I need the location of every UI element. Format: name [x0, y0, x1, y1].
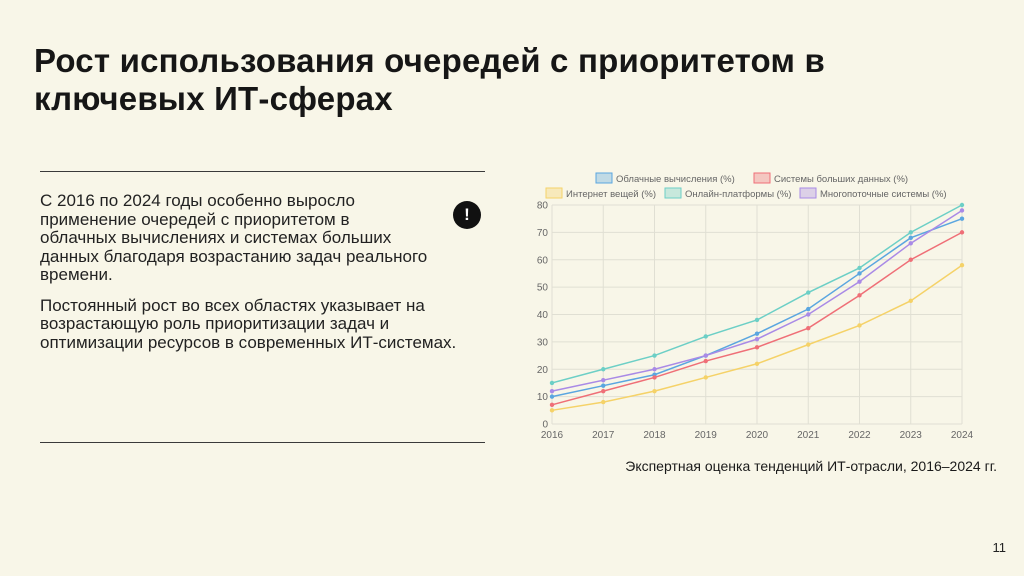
data-point [959, 202, 965, 208]
line-chart: Облачные вычисления (%) Системы больших д… [537, 172, 974, 441]
chart-series [549, 202, 965, 413]
data-point [652, 367, 657, 372]
data-point [806, 306, 811, 312]
data-point [601, 399, 606, 405]
data-point [549, 380, 555, 386]
data-point [652, 375, 657, 380]
data-point [806, 342, 811, 347]
paragraph-2: Постоянный рост во всех областях указыва… [40, 295, 457, 352]
data-point [754, 345, 760, 350]
y-tick-label: 50 [537, 283, 549, 294]
page-number: 11 [992, 540, 1007, 555]
y-tick-label: 80 [537, 201, 549, 212]
data-point [549, 394, 555, 399]
data-point [857, 271, 862, 276]
data-point [754, 331, 760, 336]
y-tick-label: 0 [542, 420, 548, 431]
data-point [652, 353, 657, 358]
legend-swatch [664, 187, 682, 199]
legend-label: Облачные вычисления (%) [616, 174, 735, 185]
data-point [549, 402, 555, 408]
data-point [601, 388, 606, 394]
data-point [754, 336, 760, 342]
data-point [857, 265, 862, 271]
data-point [857, 323, 862, 328]
data-point [959, 208, 965, 213]
chart-caption: Экспертная оценка тенденций ИТ-отрасли, … [625, 458, 997, 474]
y-axis-ticks: 0 10 20 30 40 50 60 70 80 [537, 201, 549, 431]
x-tick-label: 2018 [643, 430, 666, 441]
data-point [857, 293, 862, 298]
data-point [806, 325, 811, 331]
legend-swatch [545, 187, 563, 199]
y-tick-label: 20 [537, 365, 549, 376]
data-point [652, 388, 657, 394]
legend-swatch [753, 172, 771, 184]
y-tick-label: 10 [537, 392, 549, 403]
data-point [703, 358, 708, 364]
data-point [908, 230, 913, 235]
data-point [908, 235, 913, 241]
x-tick-label: 2019 [695, 430, 718, 441]
x-tick-label: 2023 [900, 430, 923, 441]
legend-swatch [799, 187, 817, 199]
legend-label: Онлайн-платформы (%) [685, 189, 791, 200]
y-tick-label: 70 [537, 228, 549, 239]
x-tick-label: 2016 [541, 430, 564, 441]
data-point [908, 298, 913, 304]
data-point [857, 279, 862, 284]
legend-label: Интернет вещей (%) [566, 189, 656, 200]
data-point [754, 317, 760, 323]
data-point [806, 290, 811, 295]
slide-title: Рост использования очередей с приоритето… [34, 42, 825, 117]
body-text: С 2016 по 2024 годы особенно выросло при… [40, 191, 490, 364]
bottom-divider [40, 442, 485, 443]
data-point [806, 312, 811, 317]
x-tick-label: 2024 [951, 430, 974, 441]
legend-swatch [595, 172, 613, 184]
x-tick-label: 2022 [848, 430, 871, 441]
data-point [549, 388, 555, 394]
data-point [959, 263, 965, 268]
data-point [754, 361, 760, 366]
top-divider [40, 171, 485, 172]
x-tick-label: 2021 [797, 430, 820, 441]
exclamation-icon: ! [453, 201, 481, 229]
data-point [601, 383, 606, 388]
x-axis-ticks: 2016 2017 2018 2019 2020 2021 2022 2023 2024 [541, 430, 974, 441]
y-tick-label: 60 [537, 255, 549, 266]
data-point [908, 241, 913, 246]
data-point [908, 257, 913, 262]
paragraph-1: С 2016 по 2024 годы особенно выросло при… [40, 191, 428, 284]
data-point [959, 216, 965, 221]
data-point [703, 375, 708, 380]
y-tick-label: 30 [537, 337, 549, 348]
legend-label: Многопоточные системы (%) [820, 189, 947, 200]
y-tick-label: 40 [537, 310, 549, 321]
data-point [959, 230, 965, 235]
legend-label: Системы больших данных (%) [774, 174, 908, 185]
data-point [703, 334, 708, 339]
data-point [601, 367, 606, 372]
data-point [703, 353, 708, 358]
x-tick-label: 2017 [592, 430, 615, 441]
data-point [601, 378, 606, 383]
data-point [549, 408, 555, 413]
chart-grid [551, 204, 963, 425]
x-tick-label: 2020 [746, 430, 769, 441]
chart-legend: Облачные вычисления (%) Системы больших д… [545, 172, 947, 200]
